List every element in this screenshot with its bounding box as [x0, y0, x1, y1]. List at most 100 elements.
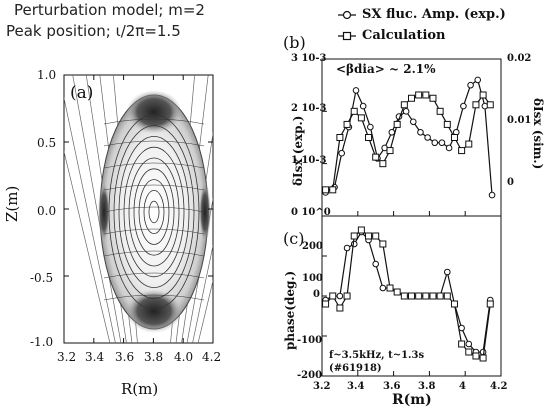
panel-c-note-freq: f~3.5kHz, t~1.3s: [329, 350, 425, 361]
data-point-square: [450, 134, 458, 141]
data-point-square: [422, 91, 430, 99]
data-point-square: [436, 107, 444, 115]
panel-c-ytick: 200: [302, 241, 323, 252]
data-point-square: [408, 292, 415, 300]
panel-c-xtick: 4.2: [490, 381, 508, 392]
data-point-square: [465, 348, 473, 356]
data-point-square: [472, 352, 480, 360]
data-point-circle: [431, 139, 439, 147]
data-point-circle: [465, 340, 473, 348]
series-line-circle: [325, 78, 493, 196]
panel-a-xtick: 3.8: [144, 350, 164, 364]
panel-a-xtick: 3.4: [85, 350, 105, 364]
panel-c-xtick: 3.4: [347, 381, 365, 392]
data-point-square: [408, 94, 415, 102]
panel-b-label: (b): [283, 33, 306, 52]
data-point-square: [415, 292, 423, 300]
panel-a-ytick: 0.0: [37, 204, 57, 218]
panel-b-ytick-left: 3 10-3: [291, 53, 327, 64]
panel-c-ytick: -100: [297, 335, 323, 346]
right-intensity-blob: [199, 182, 211, 242]
legend-exp-label: SX fluc. Amp. (exp.): [362, 7, 506, 22]
top-intensity-blob: [126, 90, 182, 134]
panel-c-ytick: 0: [313, 289, 320, 300]
data-point-square: [465, 140, 473, 148]
data-point-circle: [409, 118, 417, 126]
panel-b-ytick-right: 0.02: [507, 53, 532, 64]
data-point-square: [379, 160, 387, 168]
panel-c-xtick: 3.6: [383, 381, 401, 392]
data-point-circle: [424, 134, 431, 141]
data-point-square: [343, 120, 351, 128]
data-point-square: [379, 240, 387, 248]
panel-c-ytick: -200: [297, 370, 323, 381]
data-point-square: [422, 292, 430, 300]
data-point-circle: [336, 292, 344, 300]
data-point-circle: [444, 268, 451, 276]
model-title: Perturbation model; m=2: [14, 1, 205, 19]
data-point-square: [450, 300, 458, 308]
data-point-square: [429, 292, 437, 300]
data-point-square: [372, 232, 380, 240]
data-point-square: [400, 101, 408, 109]
data-point-circle: [438, 139, 446, 147]
data-point-circle: [402, 108, 410, 115]
data-point-circle: [460, 102, 467, 110]
data-point-square: [350, 107, 358, 115]
flux-surfaces: [64, 75, 213, 343]
panel-a-label: (a): [70, 83, 94, 103]
data-point-circle: [379, 284, 387, 292]
panel-a-ytick: -0.5: [30, 271, 54, 285]
panel-b-ytick-right: 0: [507, 177, 514, 188]
data-point-square: [486, 300, 494, 308]
panel-a-ytick: 0.5: [37, 136, 57, 150]
data-point-square: [365, 232, 373, 240]
data-point-circle: [338, 149, 345, 157]
data-point-square: [343, 292, 351, 300]
data-point-square: [443, 292, 451, 300]
panel-b-ytick-left: 0 10^0: [291, 207, 331, 218]
data-point-circle: [488, 191, 496, 199]
panel-c-xtick: 4: [459, 381, 466, 392]
data-point-square: [322, 300, 330, 308]
data-point-square: [479, 354, 487, 362]
data-point-circle: [417, 128, 424, 136]
data-point-square: [322, 186, 330, 194]
panel-c-ytick: 100: [302, 273, 323, 284]
data-point-square: [336, 304, 344, 312]
panel-a-ytick: 1.0: [37, 68, 57, 82]
peak-position-title: Peak position; ι/2π=1.5: [6, 22, 181, 40]
data-point-circle: [359, 102, 367, 110]
data-point-circle: [467, 81, 474, 89]
data-point-square: [329, 186, 337, 194]
data-point-square: [415, 91, 423, 99]
data-point-square: [479, 91, 487, 99]
data-point-square: [372, 153, 380, 161]
data-point-square: [386, 147, 394, 155]
data-point-circle: [350, 240, 358, 248]
data-point-square: [458, 147, 466, 155]
panel-b-ytick-left: 2 10-3: [291, 103, 327, 114]
data-point-square: [472, 101, 480, 109]
data-point-square: [429, 94, 437, 102]
panel-c-xtick: 3.8: [418, 381, 436, 392]
panel-c-xtick: 3.2: [313, 381, 331, 392]
data-point-square: [443, 120, 451, 128]
data-point-square: [329, 292, 337, 300]
data-point-circle: [352, 87, 360, 94]
data-point-circle: [367, 123, 374, 131]
data-point-square: [400, 292, 408, 300]
data-point-square: [336, 134, 344, 141]
panel-a-xtick: 4.0: [174, 350, 194, 364]
panel-a-xlabel: R(m): [121, 380, 159, 398]
data-point-square: [365, 134, 373, 141]
data-point-square: [350, 232, 358, 240]
data-point-square: [458, 340, 466, 348]
panel-b-ytick-left: 1 10-3: [291, 155, 327, 166]
data-point-circle: [445, 144, 453, 152]
data-point-square: [486, 101, 494, 109]
panel-a-xtick: 3.2: [57, 350, 77, 364]
data-point-square: [357, 226, 365, 234]
